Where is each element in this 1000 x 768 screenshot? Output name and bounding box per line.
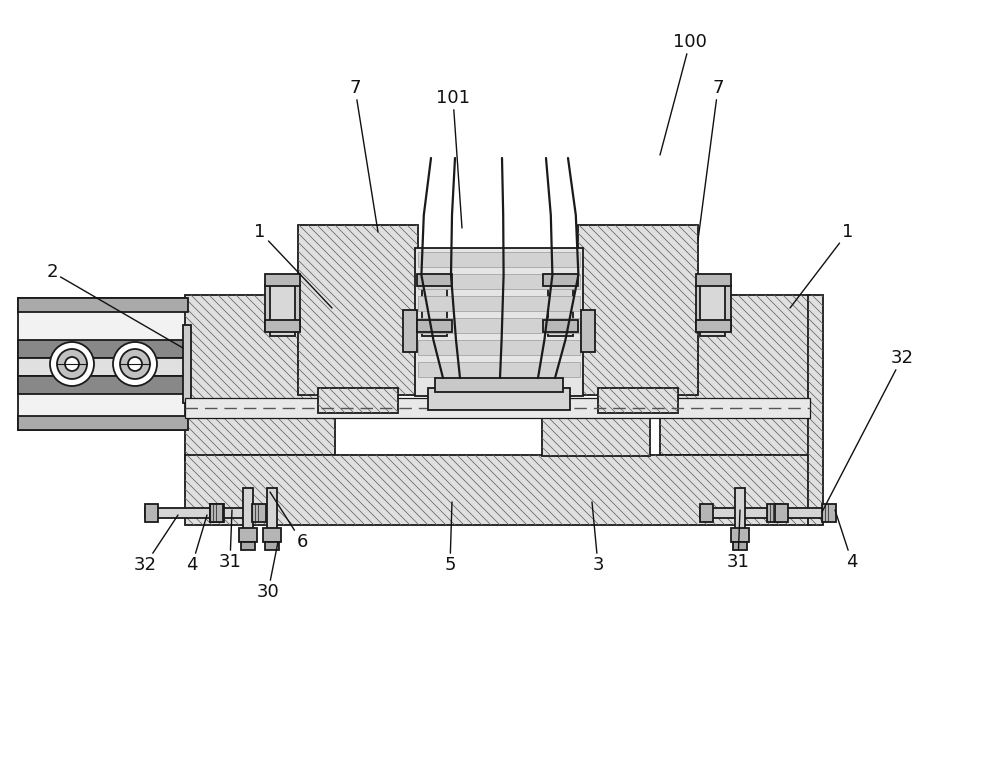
Bar: [660, 455, 775, 485]
Bar: [18, 340, 188, 358]
Text: 101: 101: [436, 89, 470, 228]
Bar: [243, 488, 253, 540]
Circle shape: [128, 357, 142, 371]
Bar: [418, 252, 580, 267]
Bar: [145, 504, 158, 522]
Bar: [210, 504, 224, 522]
Bar: [239, 528, 257, 542]
Bar: [543, 274, 578, 286]
Text: 31: 31: [727, 510, 749, 571]
Bar: [696, 274, 731, 286]
Bar: [767, 504, 781, 522]
Bar: [415, 248, 583, 396]
Circle shape: [120, 349, 150, 379]
Bar: [581, 310, 595, 352]
Bar: [267, 488, 277, 540]
Text: 1: 1: [254, 223, 332, 308]
Bar: [185, 295, 335, 460]
Text: 6: 6: [270, 492, 308, 551]
Bar: [700, 278, 725, 336]
Text: 32: 32: [134, 515, 178, 574]
Bar: [185, 455, 810, 525]
Bar: [241, 542, 255, 550]
Bar: [418, 296, 580, 311]
Bar: [548, 278, 573, 336]
Bar: [18, 298, 188, 430]
Bar: [542, 418, 650, 456]
Bar: [418, 274, 580, 289]
Text: 1: 1: [790, 223, 854, 308]
Bar: [270, 278, 295, 336]
Text: 31: 31: [219, 510, 241, 571]
Text: 7: 7: [349, 79, 378, 232]
Bar: [428, 388, 570, 410]
Bar: [418, 318, 580, 333]
Bar: [543, 285, 578, 330]
Bar: [265, 320, 300, 332]
Text: 32: 32: [822, 349, 914, 512]
Bar: [696, 320, 731, 332]
Bar: [318, 388, 398, 413]
Bar: [298, 225, 418, 395]
Text: 3: 3: [592, 502, 604, 574]
Bar: [18, 376, 188, 394]
Bar: [220, 455, 335, 485]
Bar: [775, 504, 788, 522]
Bar: [265, 542, 279, 550]
Bar: [18, 298, 188, 312]
Bar: [265, 285, 300, 330]
Bar: [18, 358, 188, 376]
Bar: [418, 362, 580, 377]
Bar: [808, 295, 823, 525]
Bar: [735, 488, 745, 540]
Text: 4: 4: [835, 510, 858, 571]
Bar: [422, 278, 447, 336]
Bar: [145, 508, 223, 518]
Bar: [731, 528, 749, 542]
Bar: [660, 295, 810, 460]
Bar: [417, 320, 452, 332]
Bar: [435, 378, 563, 392]
Text: 4: 4: [186, 515, 207, 574]
Bar: [417, 285, 452, 330]
Bar: [403, 310, 417, 352]
Bar: [700, 508, 780, 518]
Text: 2: 2: [46, 263, 183, 348]
Bar: [265, 274, 300, 286]
Bar: [418, 340, 580, 355]
Text: 5: 5: [444, 502, 456, 574]
Bar: [733, 542, 747, 550]
Bar: [210, 508, 265, 518]
Bar: [183, 325, 191, 403]
Bar: [18, 416, 188, 430]
Bar: [543, 320, 578, 332]
Bar: [417, 274, 452, 286]
Text: 7: 7: [698, 79, 724, 240]
Bar: [263, 528, 281, 542]
Bar: [822, 504, 836, 522]
Bar: [210, 504, 223, 522]
Bar: [185, 398, 810, 418]
Bar: [775, 508, 835, 518]
Circle shape: [57, 349, 87, 379]
Circle shape: [113, 342, 157, 386]
Bar: [598, 388, 678, 413]
Bar: [578, 225, 698, 395]
Text: 100: 100: [660, 33, 707, 155]
Bar: [252, 504, 266, 522]
Circle shape: [50, 342, 94, 386]
Bar: [696, 285, 731, 330]
Circle shape: [65, 357, 79, 371]
Text: 30: 30: [257, 542, 279, 601]
Bar: [700, 504, 713, 522]
